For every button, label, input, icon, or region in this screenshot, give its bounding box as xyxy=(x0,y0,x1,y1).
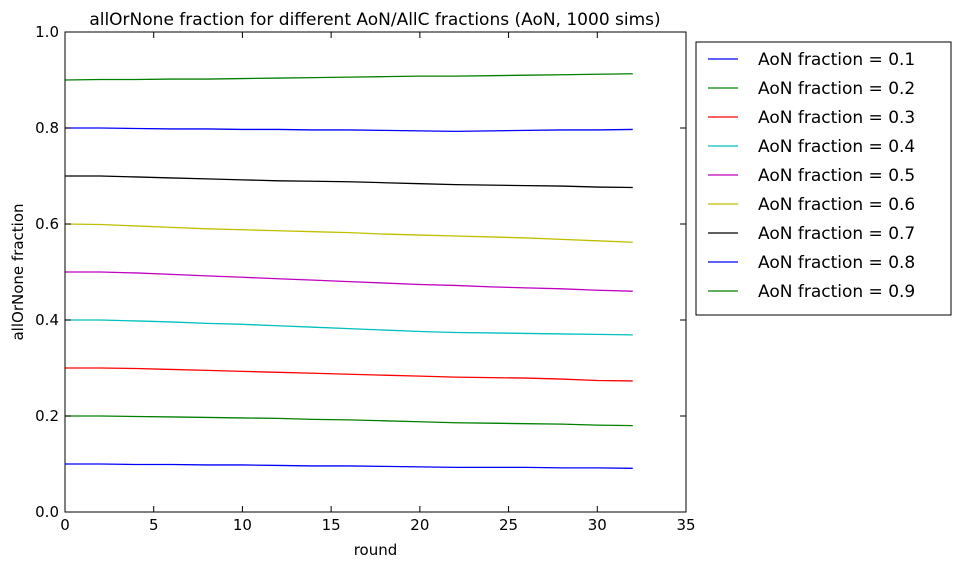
y-tick-label: 0.0 xyxy=(35,503,59,521)
series-line-1 xyxy=(65,463,633,469)
legend-entry-label: AoN fraction = 0.3 xyxy=(758,108,915,128)
legend-entry-label: AoN fraction = 0.2 xyxy=(758,79,915,99)
x-tick-label: 20 xyxy=(410,516,429,534)
x-axis-label: round xyxy=(354,541,398,559)
legend: AoN fraction = 0.1 AoN fraction = 0.2 AoN … xyxy=(695,41,952,316)
series-line-7 xyxy=(65,175,633,189)
legend-entry-label: AoN fraction = 0.1 xyxy=(758,50,915,70)
x-tick-label: 0 xyxy=(60,516,70,534)
legend-entry-label: AoN fraction = 0.9 xyxy=(758,282,915,302)
series-line-9 xyxy=(64,73,633,81)
legend-entry-label: AoN fraction = 0.7 xyxy=(758,224,915,244)
series-line-2 xyxy=(65,415,633,427)
series-line-8 xyxy=(65,127,633,133)
y-tick-label: 0.6 xyxy=(35,215,59,233)
legend-entry-label: AoN fraction = 0.6 xyxy=(758,195,915,215)
series-line-5 xyxy=(65,271,633,292)
x-tick-label: 30 xyxy=(588,516,607,534)
series-line-3 xyxy=(65,367,633,382)
series-line-6 xyxy=(64,223,633,243)
x-tick-label: 10 xyxy=(233,516,252,534)
x-tick-label: 5 xyxy=(149,516,159,534)
legend-entry-label: AoN fraction = 0.8 xyxy=(758,253,915,273)
y-tick-label: 1.0 xyxy=(35,23,59,41)
y-tick-label: 0.8 xyxy=(35,119,59,137)
chart-title: allOrNone fraction for different AoN/All… xyxy=(89,10,660,30)
series-line-4 xyxy=(65,319,633,336)
x-tick-label: 15 xyxy=(322,516,341,534)
y-tick-label: 0.2 xyxy=(35,407,59,425)
y-axis-label: allOrNone fraction xyxy=(9,203,27,340)
plot-frame xyxy=(64,31,687,513)
x-tick-label: 35 xyxy=(676,516,695,534)
plot-area xyxy=(64,73,633,469)
legend-entry-label: AoN fraction = 0.5 xyxy=(758,166,915,186)
y-tick-label: 0.4 xyxy=(35,311,59,329)
legend-entry-label: AoN fraction = 0.4 xyxy=(758,137,915,157)
x-tick-label: 25 xyxy=(499,516,518,534)
axes-ticks: 0 5 10 15 20 25 30 35 0.0 0.2 0.4 0.6 0.8 1.0 xyxy=(35,23,695,534)
legend-box xyxy=(695,41,952,316)
